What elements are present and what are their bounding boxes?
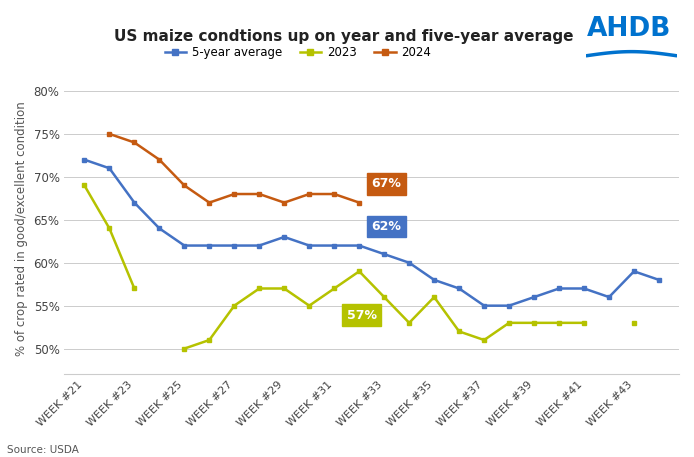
2023	[355, 269, 364, 274]
Line: 5-year average: 5-year average	[82, 157, 661, 308]
2023	[305, 303, 314, 308]
5-year average	[505, 303, 514, 308]
2024	[230, 191, 239, 197]
5-year average	[105, 165, 114, 171]
2024	[280, 200, 289, 205]
5-year average	[280, 234, 289, 240]
2023	[81, 183, 89, 188]
2023	[255, 286, 264, 291]
Text: Source: USDA: Source: USDA	[7, 445, 79, 455]
2023	[280, 286, 289, 291]
5-year average	[155, 226, 164, 231]
5-year average	[81, 157, 89, 162]
Text: AHDB: AHDB	[586, 16, 671, 42]
5-year average	[430, 277, 439, 282]
2023	[330, 286, 339, 291]
2023	[205, 337, 214, 343]
2024	[330, 191, 339, 197]
2023	[580, 320, 589, 325]
Line: 2023: 2023	[82, 183, 636, 351]
5-year average	[130, 200, 139, 205]
2023	[505, 320, 514, 325]
2023	[130, 286, 139, 291]
Text: 67%: 67%	[372, 177, 402, 190]
2023	[430, 294, 439, 300]
5-year average	[480, 303, 489, 308]
2024	[305, 191, 314, 197]
5-year average	[530, 294, 539, 300]
2024	[180, 183, 189, 188]
2023	[480, 337, 489, 343]
2024	[130, 140, 139, 145]
5-year average	[555, 286, 564, 291]
2024	[155, 157, 164, 162]
2024	[355, 200, 364, 205]
2024	[105, 131, 114, 137]
5-year average	[380, 251, 389, 257]
2023	[405, 320, 414, 325]
5-year average	[180, 243, 189, 248]
5-year average	[330, 243, 339, 248]
Y-axis label: % of crop rated in good/excellent condition: % of crop rated in good/excellent condit…	[15, 101, 28, 356]
2024	[205, 200, 214, 205]
2023	[105, 226, 114, 231]
5-year average	[605, 294, 613, 300]
5-year average	[230, 243, 239, 248]
2023	[455, 329, 464, 334]
2024	[255, 191, 264, 197]
2023	[180, 346, 189, 351]
5-year average	[305, 243, 314, 248]
2023	[530, 320, 539, 325]
Text: US maize condtions up on year and five-year average: US maize condtions up on year and five-y…	[114, 29, 573, 44]
Line: 2024: 2024	[107, 132, 362, 205]
5-year average	[580, 286, 589, 291]
5-year average	[355, 243, 364, 248]
5-year average	[255, 243, 264, 248]
5-year average	[455, 286, 464, 291]
2023	[230, 303, 239, 308]
5-year average	[205, 243, 214, 248]
2023	[380, 294, 389, 300]
5-year average	[405, 260, 414, 266]
Legend: 5-year average, 2023, 2024: 5-year average, 2023, 2024	[160, 42, 436, 64]
2023	[630, 320, 638, 325]
5-year average	[630, 269, 638, 274]
Text: 62%: 62%	[372, 220, 402, 233]
2023	[555, 320, 564, 325]
5-year average	[655, 277, 663, 282]
Text: 57%: 57%	[347, 308, 377, 322]
